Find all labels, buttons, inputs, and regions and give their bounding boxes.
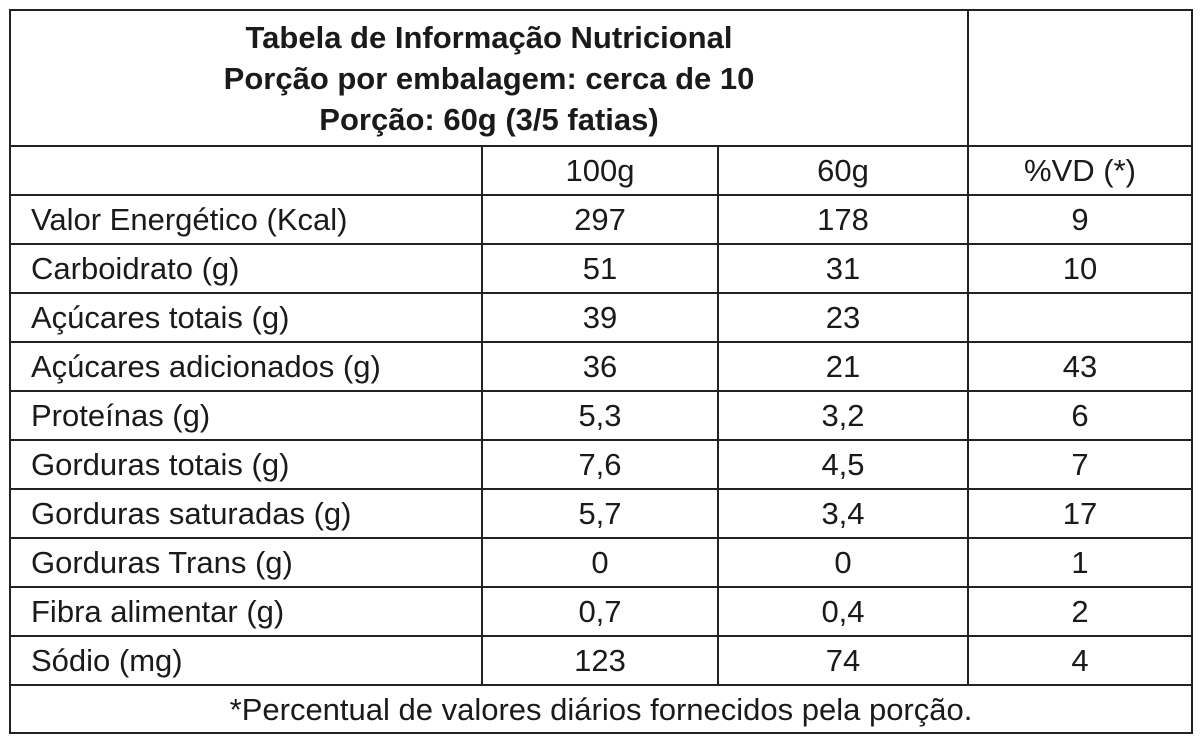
table-row: Gorduras totais (g) 7,6 4,5 7 — [9, 439, 1193, 490]
value-vd: 43 — [967, 341, 1193, 392]
value-60g: 3,4 — [717, 488, 969, 539]
table-row: Fibra alimentar (g) 0,7 0,4 2 — [9, 586, 1193, 637]
nutrient-name: Valor Energético (Kcal) — [9, 194, 483, 245]
table-row: Carboidrato (g) 51 31 10 — [9, 243, 1193, 294]
value-60g: 21 — [717, 341, 969, 392]
table-row: Sódio (mg) 123 74 4 — [9, 635, 1193, 686]
table-row: Valor Energético (Kcal) 297 178 9 — [9, 194, 1193, 245]
nutrient-name: Sódio (mg) — [9, 635, 483, 686]
value-60g: 3,2 — [717, 390, 969, 441]
title-row: Tabela de Informação Nutricional Porção … — [9, 9, 1193, 147]
table-row: Proteínas (g) 5,3 3,2 6 — [9, 390, 1193, 441]
value-100g: 5,7 — [481, 488, 719, 539]
value-100g: 36 — [481, 341, 719, 392]
table-title: Tabela de Informação Nutricional — [245, 19, 733, 55]
nutrient-name: Gorduras Trans (g) — [9, 537, 483, 588]
footnote: *Percentual de valores diários fornecido… — [9, 684, 1193, 734]
serving-size: Porção: 60g (3/5 fatias) — [319, 101, 659, 137]
nutrient-name: Proteínas (g) — [9, 390, 483, 441]
value-100g: 39 — [481, 292, 719, 343]
table-title-cell: Tabela de Informação Nutricional Porção … — [9, 9, 969, 147]
table-row: Gorduras saturadas (g) 5,7 3,4 17 — [9, 488, 1193, 539]
header-row: 100g 60g %VD (*) — [9, 145, 1193, 196]
table-row: Açúcares adicionados (g) 36 21 43 — [9, 341, 1193, 392]
value-vd: 6 — [967, 390, 1193, 441]
nutrient-name: Açúcares totais (g) — [9, 292, 483, 343]
value-100g: 123 — [481, 635, 719, 686]
column-header-vd: %VD (*) — [967, 145, 1193, 196]
value-100g: 297 — [481, 194, 719, 245]
value-vd: 1 — [967, 537, 1193, 588]
table-row: Gorduras Trans (g) 0 0 1 — [9, 537, 1193, 588]
value-60g: 23 — [717, 292, 969, 343]
nutrient-name: Gorduras saturadas (g) — [9, 488, 483, 539]
value-60g: 0 — [717, 537, 969, 588]
value-vd: 2 — [967, 586, 1193, 637]
column-header-60g: 60g — [717, 145, 969, 196]
value-60g: 74 — [717, 635, 969, 686]
value-vd: 4 — [967, 635, 1193, 686]
value-60g: 4,5 — [717, 439, 969, 490]
servings-per-package: Porção por embalagem: cerca de 10 — [223, 60, 755, 96]
column-header-100g: 100g — [481, 145, 719, 196]
value-vd: 9 — [967, 194, 1193, 245]
title-empty-cell — [967, 9, 1193, 147]
value-100g: 7,6 — [481, 439, 719, 490]
value-100g: 5,3 — [481, 390, 719, 441]
value-vd: 7 — [967, 439, 1193, 490]
value-vd — [967, 292, 1193, 343]
nutrient-name: Açúcares adicionados (g) — [9, 341, 483, 392]
header-blank-cell — [9, 145, 483, 196]
value-100g: 0,7 — [481, 586, 719, 637]
value-vd: 17 — [967, 488, 1193, 539]
value-100g: 0 — [481, 537, 719, 588]
value-60g: 0,4 — [717, 586, 969, 637]
nutrient-name: Fibra alimentar (g) — [9, 586, 483, 637]
value-60g: 178 — [717, 194, 969, 245]
nutrition-facts-table: Tabela de Informação Nutricional Porção … — [9, 9, 1193, 734]
value-vd: 10 — [967, 243, 1193, 294]
table-row: Açúcares totais (g) 39 23 — [9, 292, 1193, 343]
nutrient-name: Gorduras totais (g) — [9, 439, 483, 490]
value-100g: 51 — [481, 243, 719, 294]
value-60g: 31 — [717, 243, 969, 294]
footer-row: *Percentual de valores diários fornecido… — [9, 684, 1193, 734]
nutrient-name: Carboidrato (g) — [9, 243, 483, 294]
